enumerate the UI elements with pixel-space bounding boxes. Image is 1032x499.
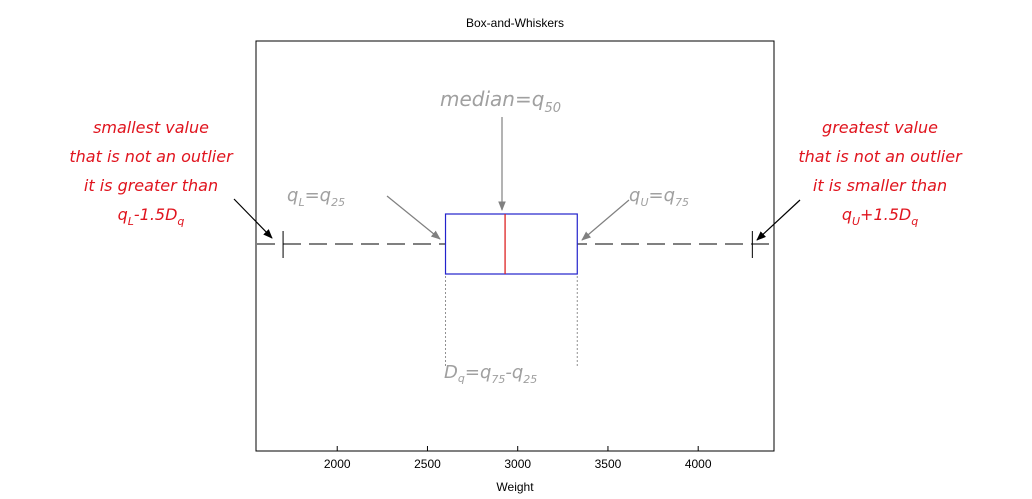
right-whisker-arrow	[756, 199, 801, 241]
x-tick-label: 3500	[595, 457, 622, 471]
x-axis-ticks: 2000 2500 3000 3500 4000	[324, 446, 712, 471]
x-tick-label: 4000	[685, 457, 712, 471]
chart-title: Box-and-Whiskers	[466, 16, 564, 30]
q-upper-arrow	[581, 199, 630, 241]
x-axis-label: Weight	[496, 480, 534, 494]
x-tick-label: 3000	[504, 457, 531, 471]
right-annotation-line-3: it is smaller than	[813, 176, 947, 195]
q-lower-annotation: qL=q25	[287, 185, 345, 209]
right-annotation-line-4: qU+1.5Dq	[842, 205, 918, 228]
iqr-box	[444, 213, 578, 275]
left-annotation-line-4: qL-1.5Dq	[118, 205, 185, 228]
left-annotation-line-1: smallest value	[93, 118, 209, 137]
q-lower-arrow	[386, 195, 441, 240]
x-tick-label: 2500	[414, 457, 441, 471]
plot-area-frame	[255, 40, 775, 452]
right-whisker-annotation: greatest value that is not an outlier it…	[798, 118, 963, 228]
right-annotation-line-2: that is not an outlier	[798, 147, 963, 166]
left-whisker-arrow	[233, 198, 273, 239]
iqr-annotation: Dq=q75-q25	[444, 362, 537, 386]
left-annotation-line-2: that is not an outlier	[69, 147, 234, 166]
right-annotation-line-1: greatest value	[822, 118, 938, 137]
q-upper-annotation: qU=q75	[629, 185, 689, 209]
median-annotation: median=q50	[440, 87, 561, 116]
left-whisker-annotation: smallest value that is not an outlier it…	[69, 118, 234, 228]
x-tick-label: 2000	[324, 457, 351, 471]
left-annotation-line-3: it is greater than	[84, 176, 218, 195]
